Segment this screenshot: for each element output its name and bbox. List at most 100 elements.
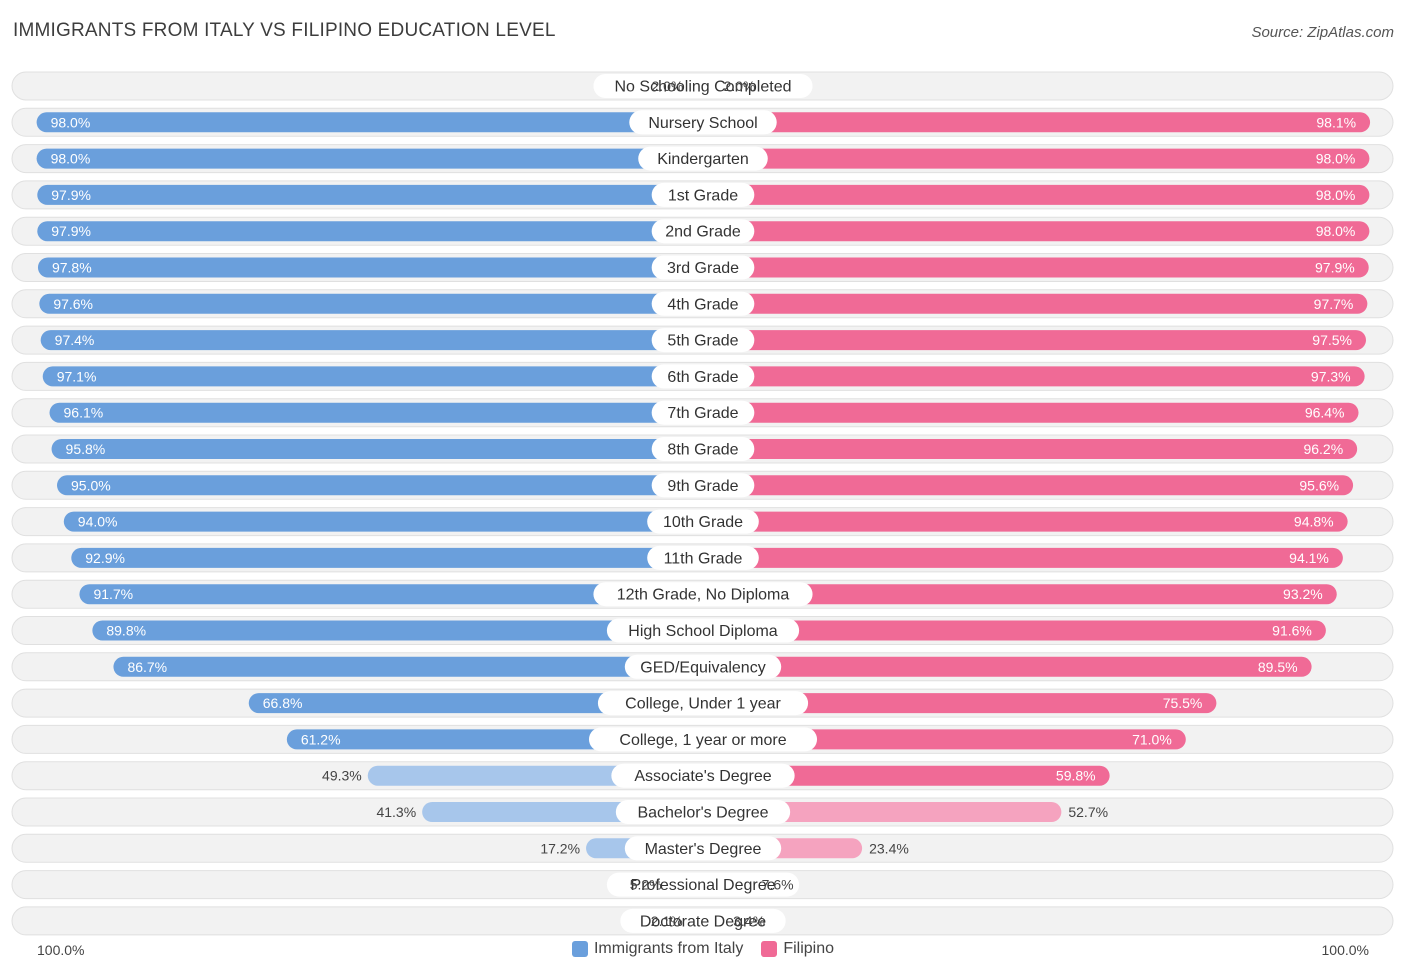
category-label: Kindergarten — [657, 151, 749, 168]
bar-italy[interactable] — [63, 511, 704, 532]
chart-row: Nursery School 98.0% 98.1% — [11, 107, 1394, 137]
chart-row: 2nd Grade 97.9% 98.0% — [11, 216, 1394, 246]
value-label-filipino: 96.2% — [1303, 441, 1343, 457]
category-pill — [651, 473, 755, 498]
legend-item-filipino[interactable]: Filipino — [761, 940, 834, 958]
bar-filipino[interactable] — [703, 802, 1062, 822]
bar-filipino[interactable] — [703, 584, 1337, 605]
value-label-filipino: 93.2% — [1283, 586, 1323, 602]
bar-filipino[interactable] — [703, 439, 1358, 459]
value-label-italy: 97.4% — [55, 332, 95, 348]
bar-italy[interactable] — [39, 293, 703, 314]
category-label: 10th Grade — [663, 514, 743, 531]
value-label-filipino: 7.6% — [762, 877, 794, 893]
value-label-filipino: 75.5% — [1163, 695, 1203, 711]
value-label-italy: 41.3% — [376, 804, 416, 820]
bar-filipino[interactable] — [703, 293, 1368, 314]
category-pill — [615, 800, 791, 824]
bar-filipino[interactable] — [703, 257, 1369, 278]
value-label-filipino: 98.0% — [1316, 151, 1356, 167]
bar-filipino[interactable] — [703, 112, 1371, 133]
bar-filipino[interactable] — [703, 729, 1186, 750]
bar-italy[interactable] — [57, 475, 703, 496]
bar-italy[interactable] — [36, 148, 704, 169]
bar-italy[interactable] — [92, 620, 704, 641]
category-pill — [638, 146, 768, 171]
category-pill — [620, 908, 786, 933]
value-label-filipino: 97.9% — [1315, 260, 1355, 276]
bar-italy[interactable] — [42, 366, 704, 387]
category-label: 8th Grade — [667, 442, 738, 459]
bar-filipino[interactable] — [703, 330, 1366, 351]
chart-title: IMMIGRANTS FROM ITALY VS FILIPINO EDUCAT… — [13, 20, 556, 41]
bar-italy[interactable] — [40, 330, 704, 351]
bar-filipino[interactable] — [703, 693, 1217, 714]
chart-row: Associate's Degree 49.3% 59.8% — [11, 761, 1394, 791]
chart-row: Kindergarten 98.0% 98.0% — [11, 144, 1394, 174]
bar-italy[interactable] — [37, 184, 703, 205]
bar-italy[interactable] — [248, 693, 703, 714]
chart-row: Master's Degree 17.2% 23.4% — [11, 833, 1394, 863]
value-label-filipino: 96.4% — [1305, 405, 1345, 421]
value-label-filipino: 97.7% — [1314, 296, 1354, 312]
chart-row: High School Diploma 89.8% 91.6% — [11, 616, 1394, 645]
bar-italy[interactable] — [113, 656, 703, 677]
value-label-italy: 97.9% — [51, 223, 91, 239]
bar-filipino[interactable] — [703, 620, 1326, 641]
category-label: No Schooling Completed — [615, 79, 792, 96]
category-pill — [606, 872, 800, 897]
bar-filipino[interactable] — [703, 511, 1348, 532]
category-label: 2nd Grade — [665, 224, 741, 241]
bar-filipino[interactable] — [703, 656, 1312, 677]
bar-italy[interactable] — [79, 584, 703, 605]
bar-italy[interactable] — [49, 402, 703, 423]
value-label-italy: 95.8% — [66, 441, 106, 457]
bar-filipino[interactable] — [703, 221, 1370, 242]
bar-filipino[interactable] — [703, 148, 1370, 169]
category-pill — [651, 437, 755, 461]
bar-italy[interactable] — [51, 439, 704, 459]
category-label: Nursery School — [648, 115, 757, 132]
bar-italy[interactable] — [37, 221, 703, 242]
bar-italy[interactable] — [71, 547, 703, 568]
bar-filipino[interactable] — [703, 765, 1110, 786]
value-label-filipino: 59.8% — [1056, 768, 1096, 784]
bar-italy[interactable] — [36, 112, 704, 133]
chart-row: GED/Equivalency 86.7% 89.5% — [11, 652, 1394, 682]
category-label: Doctorate Degree — [640, 913, 766, 930]
chart-row: 10th Grade 94.0% 94.8% — [11, 507, 1394, 537]
chart-row: 11th Grade 92.9% 94.1% — [11, 543, 1394, 573]
category-pill — [651, 400, 755, 425]
category-pill — [651, 328, 755, 353]
legend: Immigrants from Italy Filipino — [0, 940, 1406, 958]
value-label-italy: 96.1% — [64, 405, 104, 421]
chart-row: Bachelor's Degree 41.3% 52.7% — [11, 797, 1394, 827]
category-pill — [624, 654, 782, 679]
category-pill — [597, 691, 809, 716]
value-label-italy: 17.2% — [540, 840, 580, 856]
value-label-italy: 97.6% — [53, 296, 93, 312]
bar-filipino[interactable] — [703, 366, 1365, 387]
value-label-filipino: 98.0% — [1316, 187, 1356, 203]
bar-filipino[interactable] — [703, 402, 1359, 423]
category-label: Master's Degree — [645, 841, 762, 858]
value-label-italy: 98.0% — [51, 114, 91, 130]
category-label: 3rd Grade — [667, 260, 739, 277]
chart-row: 1st Grade 97.9% 98.0% — [11, 180, 1394, 210]
category-label: 11th Grade — [664, 550, 743, 567]
bar-italy[interactable] — [37, 257, 703, 278]
value-label-italy: 97.1% — [57, 368, 97, 384]
category-pill — [624, 836, 782, 861]
bar-filipino[interactable] — [703, 184, 1370, 205]
category-pill — [588, 727, 818, 752]
value-label-filipino: 94.1% — [1289, 550, 1329, 566]
legend-swatch-filipino — [761, 941, 778, 957]
legend-item-italy[interactable]: Immigrants from Italy — [571, 940, 743, 958]
bar-filipino[interactable] — [703, 475, 1354, 496]
bar-filipino[interactable] — [703, 547, 1343, 568]
source-label: Source: ZipAtlas.com — [1251, 24, 1394, 41]
value-label-filipino: 97.3% — [1311, 368, 1351, 384]
